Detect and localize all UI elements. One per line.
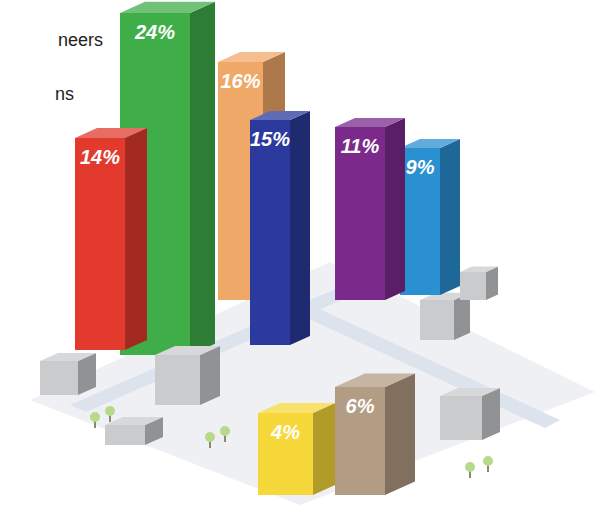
building-bar-roof — [335, 374, 415, 388]
data-label: 4% — [270, 421, 300, 443]
gray-building — [105, 417, 163, 445]
tree — [105, 406, 115, 416]
gray-building-front — [460, 272, 486, 300]
gray-building-front — [420, 300, 454, 340]
building-bar-roof — [120, 2, 215, 13]
building-bar-roof — [250, 111, 310, 120]
gray-building-front — [440, 396, 482, 440]
data-label: 15% — [250, 128, 290, 150]
data-label: 24% — [134, 21, 175, 43]
tree — [90, 412, 100, 422]
building-bar-roof — [400, 139, 460, 148]
building-bar-side — [313, 403, 335, 495]
gray-building-front — [105, 425, 145, 445]
chart: 16% 9% 24% 14% 11% 15% 4% 6% neers ns — [0, 0, 602, 508]
building-bar-roof — [218, 52, 285, 62]
building-bar — [250, 111, 310, 345]
data-label: 14% — [80, 146, 120, 168]
gray-building — [460, 267, 498, 300]
building-bar-side — [290, 111, 310, 345]
building-bar-roof — [258, 403, 335, 413]
building-bar-side — [385, 374, 415, 496]
annotation: neers — [58, 30, 103, 50]
gray-building-roof — [460, 267, 498, 272]
data-labels: 16% 9% 24% 14% 11% 15% 4% 6% — [80, 21, 435, 443]
building-bar-front — [250, 120, 290, 345]
building-bar — [400, 139, 460, 295]
building-bar-front — [120, 13, 190, 355]
gray-building — [440, 388, 500, 440]
building-bar-front — [335, 387, 385, 495]
bars — [40, 2, 500, 495]
data-label: 11% — [341, 135, 380, 157]
building-bar-roof — [75, 128, 147, 138]
gray-building-roof — [155, 346, 220, 355]
annotation: ns — [55, 84, 74, 104]
data-label: 9% — [406, 156, 435, 178]
building-bar-side — [385, 118, 405, 300]
building-bar-front — [258, 413, 313, 495]
gray-building-side — [482, 388, 500, 440]
gray-building-roof — [105, 417, 163, 425]
building-bar-side — [440, 139, 460, 295]
tree — [465, 462, 475, 472]
tree — [220, 426, 230, 436]
building-bar-roof — [335, 118, 405, 127]
building-bar-side — [190, 2, 215, 355]
data-label: 16% — [220, 70, 260, 92]
building-bar-side — [125, 128, 147, 350]
tree — [483, 456, 493, 466]
building-bar — [120, 2, 215, 355]
building-bar — [335, 118, 405, 300]
building-bar — [75, 128, 147, 350]
gray-building-side — [200, 346, 220, 405]
gray-building-side — [486, 267, 498, 300]
gray-building-front — [40, 361, 78, 395]
gray-building-roof — [40, 353, 96, 361]
building-bar-front — [400, 148, 440, 295]
gray-building-front — [155, 355, 200, 405]
gray-building — [40, 353, 96, 395]
tree — [205, 432, 215, 442]
building-bar — [335, 374, 415, 496]
gray-building-roof — [440, 388, 500, 396]
gray-building — [155, 346, 220, 405]
building-bar — [258, 403, 335, 495]
building-bar-front — [75, 138, 125, 350]
building-bar-front — [335, 127, 385, 300]
data-label: 6% — [346, 395, 375, 417]
